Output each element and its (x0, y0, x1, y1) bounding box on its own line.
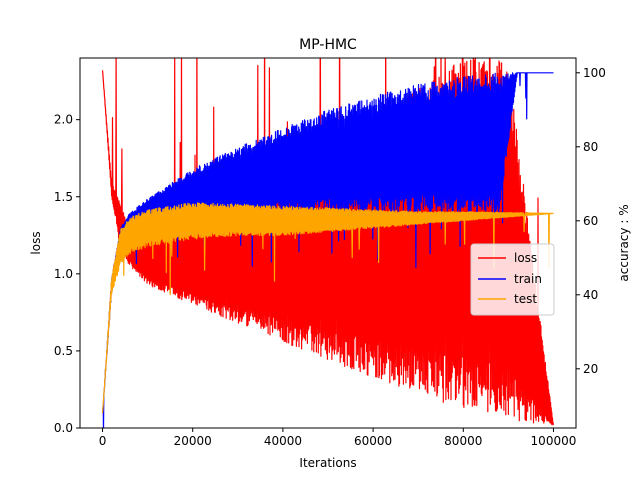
y-tick-label: 0.5 (54, 344, 73, 358)
x-tick-label: 0 (99, 434, 107, 448)
y-axis-left: 0.0 0.5 1.0 1.5 2.0 (54, 113, 80, 435)
y2-tick-label: 40 (583, 288, 598, 302)
y-tick-label: 1.0 (54, 267, 73, 281)
x-axis: 0 20000 40000 60000 80000 100000 (99, 428, 577, 448)
y-axis-right: 20 40 60 80 100 (576, 66, 606, 376)
chart-title: MP-HMC (299, 37, 357, 53)
x-axis-label: Iterations (299, 456, 356, 470)
legend-label-loss: loss (514, 251, 537, 265)
plot-frame (79, 57, 577, 429)
x-tick-label: 80000 (444, 434, 482, 448)
x-tick-label: 100000 (531, 434, 577, 448)
y-tick-label: 2.0 (54, 113, 73, 127)
series-line-train (101, 72, 554, 428)
y-tick-label: 1.5 (54, 190, 73, 204)
legend-box (470, 243, 555, 316)
y2-tick-label: 20 (583, 362, 598, 376)
y2-tick-label: 60 (583, 214, 598, 228)
legend-label-train: train (514, 272, 542, 286)
series-line-test (101, 202, 554, 414)
y2-axis-label: accuracy : % (617, 204, 631, 281)
y-tick-label: 0.0 (54, 421, 73, 435)
y-axis-label: loss (29, 231, 43, 254)
y2-tick-label: 100 (583, 66, 606, 80)
x-tick-label: 20000 (174, 434, 212, 448)
series-layer (101, 58, 555, 428)
y2-tick-label: 80 (583, 140, 598, 154)
plot-area (79, 57, 577, 429)
x-tick-label: 40000 (264, 434, 302, 448)
legend-label-test: test (514, 292, 537, 306)
legend: loss train test (470, 243, 555, 316)
x-tick-label: 60000 (354, 434, 392, 448)
